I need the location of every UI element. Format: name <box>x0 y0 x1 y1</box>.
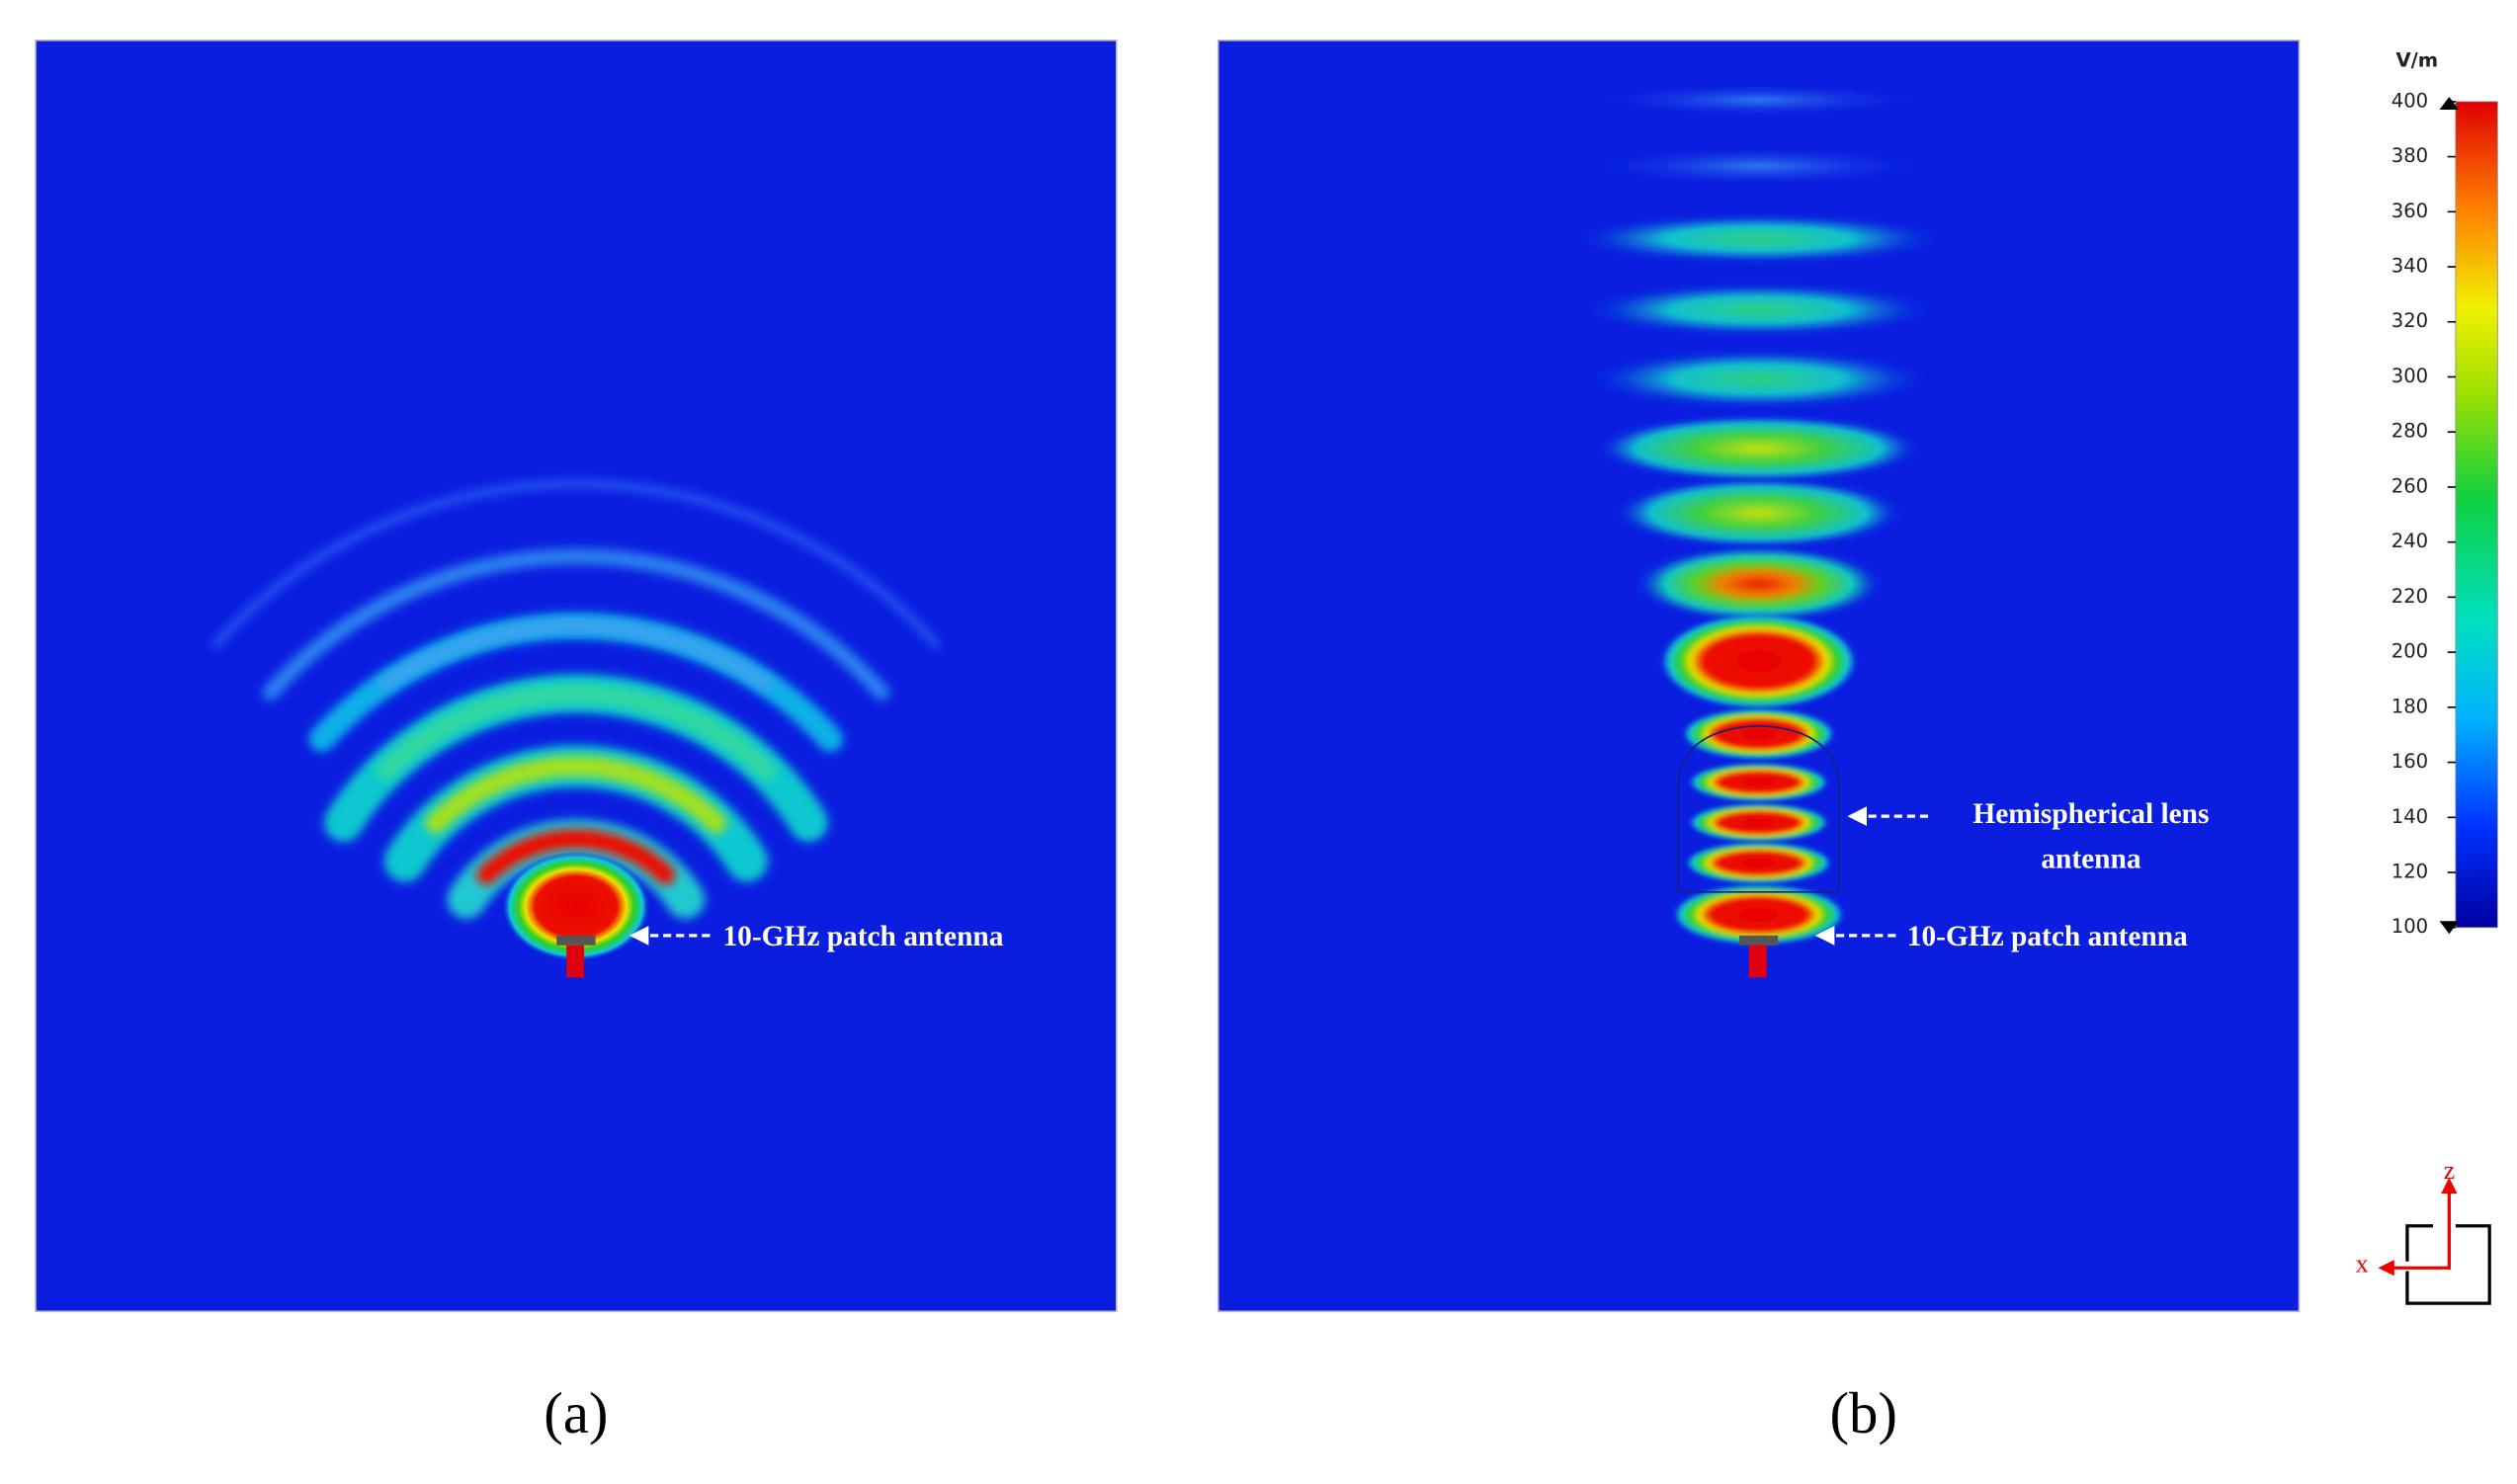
field-arc-core <box>376 684 777 781</box>
colorbar-tick-label: 280 <box>2391 420 2428 443</box>
field-lobe <box>1687 763 1830 802</box>
axis-label: x <box>2356 1250 2369 1278</box>
field-b <box>1567 83 1950 946</box>
field-arc <box>211 478 941 649</box>
field-arc <box>262 548 890 701</box>
antenna-b <box>1739 935 1779 978</box>
field-arc-core <box>378 619 774 692</box>
colorbar-tick-label: 100 <box>2391 915 2428 938</box>
field-lobe <box>1658 613 1859 710</box>
lens-outline <box>1677 724 1841 893</box>
colorbar-tick-label: 260 <box>2391 474 2428 497</box>
colorbar-tick-label: 380 <box>2391 144 2428 167</box>
colorbar: V/m 100 120 140 160 180 200 220 240 260 280 300 320… <box>2391 49 2498 938</box>
field-lobe <box>1684 842 1833 884</box>
field-a <box>211 478 941 962</box>
field-lobe <box>1687 803 1830 843</box>
axis-triad: z x <box>2356 1156 2491 1305</box>
colorbar-tick-label: 220 <box>2391 585 2428 608</box>
antenna-a <box>556 935 596 978</box>
field-lobe <box>1594 414 1924 483</box>
panel-label: (a) <box>544 1381 608 1445</box>
panel-label: (b) <box>1829 1381 1897 1445</box>
annotation-text: Hemispherical lens <box>1972 798 2209 830</box>
field-arc-core <box>425 755 727 834</box>
field-lobe <box>1581 146 1937 186</box>
field-blob <box>501 852 651 962</box>
colorbar-tick-label: 320 <box>2391 309 2428 332</box>
field-arc-core <box>476 829 676 885</box>
annotation-b-patch: 10-GHz patch antenna <box>1814 921 2188 952</box>
colorbar-tick-label: 140 <box>2391 805 2428 828</box>
field-lobe <box>1589 83 1929 117</box>
colorbar-tick-label: 180 <box>2391 695 2428 717</box>
field-lobe <box>1681 707 1836 760</box>
colorbar-unit: V/m <box>2395 49 2438 72</box>
field-lobe <box>1671 883 1846 946</box>
colorbar-tick-label: 340 <box>2391 255 2428 278</box>
colorbar-tick-label: 400 <box>2391 89 2428 112</box>
annotation-text: 10-GHz patch antenna <box>722 921 1003 952</box>
annotation-text: antenna <box>2041 844 2141 875</box>
colorbar-gradient <box>2455 101 2498 929</box>
colorbar-tick-label: 160 <box>2391 750 2428 773</box>
colorbar-tick-label: 240 <box>2391 530 2428 552</box>
field-lobe <box>1577 282 1940 338</box>
field-lobe <box>1613 477 1904 549</box>
colorbar-tick-label: 200 <box>2391 640 2428 663</box>
field-lobe <box>1633 544 1885 623</box>
field-lobe <box>1567 212 1950 265</box>
field-lobe <box>1584 348 1933 410</box>
annotation-a-patch: 10-GHz patch antenna <box>629 921 1004 952</box>
annotation-text: 10-GHz patch antenna <box>1907 921 2188 952</box>
colorbar-tick-label: 300 <box>2391 365 2428 387</box>
colorbar-tick-label: 360 <box>2391 200 2428 222</box>
axis-label: z <box>2444 1156 2456 1185</box>
annotation-b-lens: Hemispherical lens antenna <box>1847 798 2209 875</box>
colorbar-tick-label: 120 <box>2391 861 2428 883</box>
